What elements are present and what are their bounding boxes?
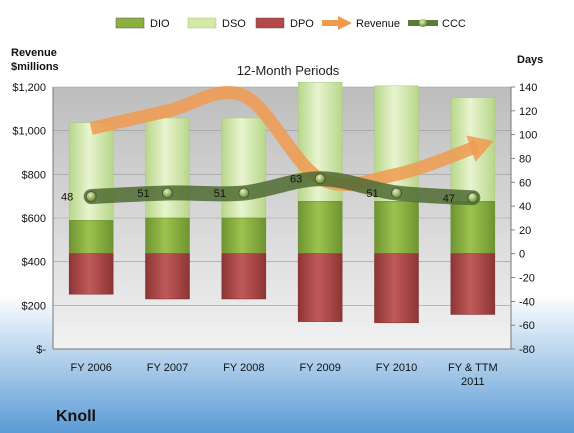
ccc-series: 48 51 51 63 51 47: [61, 171, 481, 206]
left-tick-label: $600: [22, 213, 46, 225]
left-tick-label: $800: [22, 169, 46, 181]
dio-bar: [450, 201, 496, 254]
category-label: FY 2010: [376, 362, 417, 374]
dio-bar: [221, 217, 267, 254]
dio-bar: [68, 220, 114, 254]
left-axis-label-line1: Revenue: [11, 47, 57, 59]
left-tick-label: $400: [22, 257, 46, 269]
category-label: FY 2006: [70, 362, 111, 374]
legend-swatch-dso: [187, 17, 217, 29]
right-tick-label: 100: [519, 130, 537, 142]
bars: [68, 81, 496, 324]
left-axis-label-line2: $millions: [11, 61, 59, 73]
dio-bar: [374, 201, 419, 254]
legend-swatch-ccc-marker: [419, 19, 427, 27]
right-tick-label: -20: [519, 273, 535, 285]
revenue-arrowhead: [466, 135, 494, 163]
revenue-series: [89, 85, 494, 191]
right-axis-label: Days: [517, 54, 543, 66]
right-tick-label: 60: [519, 177, 531, 189]
legend-label-revenue: Revenue: [356, 18, 400, 30]
ccc-line: [83, 171, 481, 206]
ccc-data-label: 51: [366, 188, 378, 200]
left-tick-label: $1,200: [12, 82, 46, 94]
legend-label-dso: DSO: [222, 18, 246, 30]
ccc-data-label: 51: [137, 188, 149, 200]
ccc-point: [314, 173, 326, 185]
gridlines: [53, 86, 511, 306]
dpo-bar: [221, 253, 267, 300]
ccc-point: [162, 187, 173, 199]
ccc-data-label: 51: [214, 188, 226, 200]
right-tick-label: 40: [519, 201, 531, 213]
dso-bar: [221, 117, 267, 219]
right-tick-label: 20: [519, 225, 531, 237]
ccc-point: [391, 187, 402, 199]
legend-label-ccc: CCC: [442, 18, 466, 30]
ccc-point: [467, 192, 479, 204]
dso-bar: [68, 122, 114, 221]
legend-label-dpo: DPO: [290, 18, 314, 30]
left-tick-label: $200: [22, 300, 46, 312]
right-tick-label: 140: [519, 82, 537, 94]
dpo-bar: [145, 253, 190, 300]
right-tick-label: -60: [519, 320, 535, 332]
ccc-point: [238, 187, 250, 199]
legend-swatch-revenue-head: [338, 16, 352, 30]
category-label: FY 2009: [299, 362, 340, 374]
left-tick-label: $1,000: [12, 126, 46, 138]
company-name: Knoll: [56, 408, 96, 425]
right-tick-label: -40: [519, 296, 535, 308]
chart-title: 12-Month Periods: [237, 63, 340, 78]
right-tick-label: 0: [519, 249, 525, 261]
dpo-bar: [374, 253, 419, 324]
category-label: FY 2007: [147, 362, 188, 374]
right-tick-label: 80: [519, 153, 531, 165]
axes: $- $200 $400 $600 $800 $1,000 $1,200 -80 -60 -40 -…: [12, 82, 537, 388]
legend-swatch-dpo: [255, 17, 285, 29]
category-label: FY 2008: [223, 362, 264, 374]
ccc-point: [85, 191, 97, 202]
revenue-line: [89, 85, 479, 191]
dpo-bar: [68, 253, 114, 295]
right-tick-label: 120: [519, 106, 537, 118]
dio-bar: [145, 217, 190, 254]
dpo-bar: [450, 253, 496, 315]
dio-bar: [297, 201, 343, 254]
dpo-bar: [297, 253, 343, 322]
legend-swatch-dio: [115, 17, 145, 29]
legend: DIO DSO DPO Revenue CCC: [115, 16, 466, 30]
legend-label-dio: DIO: [150, 18, 170, 30]
ccc-data-label: 48: [61, 192, 73, 204]
left-tick-label: $-: [36, 344, 46, 356]
category-label: 2011: [461, 376, 485, 388]
right-tick-label: -80: [519, 344, 535, 356]
ccc-data-label: 63: [290, 174, 302, 186]
category-label: FY & TTM: [448, 362, 498, 374]
dso-bar: [145, 117, 190, 219]
ccc-data-label: 47: [443, 193, 455, 205]
